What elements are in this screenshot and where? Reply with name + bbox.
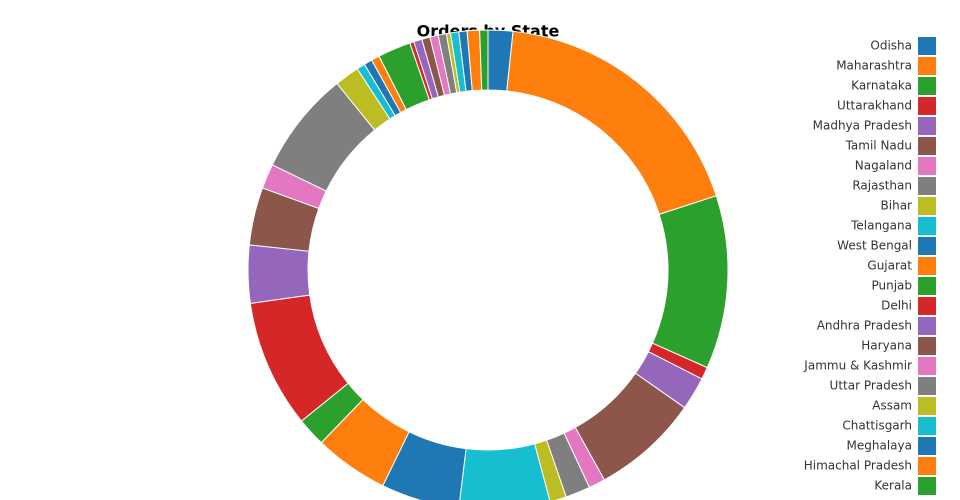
legend-label: Tamil Nadu [845,139,912,153]
legend-label: Maharashtra [836,59,912,73]
legend-label: Bihar [881,199,913,213]
legend-swatch [918,317,936,335]
legend-swatch [918,97,936,115]
legend-label: Uttarakhand [837,99,912,113]
legend-label: Punjab [871,279,912,293]
legend-label: Madhya Pradesh [813,119,912,133]
legend-label: Gujarat [867,259,912,273]
legend-swatch [918,37,936,55]
legend-label: Uttar Pradesh [830,379,912,393]
legend-swatch [918,77,936,95]
donut-slice [247,244,311,304]
donut-slice [459,443,551,500]
legend-swatch [918,357,936,375]
legend-swatch [918,237,936,255]
legend-label: Assam [872,399,912,413]
legend-swatch [918,137,936,155]
legend-swatch [918,417,936,435]
legend-swatch [918,437,936,455]
legend-label: Rajasthan [852,179,912,193]
legend-label: Telangana [850,219,912,233]
donut-slice [479,29,489,91]
legend-label: West Bengal [837,239,912,253]
legend-label: Odisha [870,39,912,53]
legend-label: Kerala [874,479,912,493]
legend-swatch [918,217,936,235]
legend-swatch [918,377,936,395]
legend-swatch [918,257,936,275]
donut-slice [506,30,717,216]
legend-swatch [918,457,936,475]
legend-swatch [918,277,936,295]
legend-label: Himachal Pradesh [804,459,912,473]
legend-label: Andhra Pradesh [817,319,912,333]
legend-swatch [918,117,936,135]
legend-label: Nagaland [855,159,912,173]
donut-slice [651,195,729,369]
legend-swatch [918,337,936,355]
legend-swatch [918,297,936,315]
legend-swatch [918,477,936,495]
legend-swatch [918,177,936,195]
legend-label: Jammu & Kashmir [803,359,912,373]
legend-swatch [918,197,936,215]
legend-label: Delhi [881,299,912,313]
legend-label: Meghalaya [847,439,912,453]
legend-label: Haryana [861,339,912,353]
legend-label: Chattisgarh [842,419,912,433]
legend-swatch [918,157,936,175]
legend-label: Karnataka [851,79,912,93]
legend-swatch [918,57,936,75]
legend-swatch [918,397,936,415]
